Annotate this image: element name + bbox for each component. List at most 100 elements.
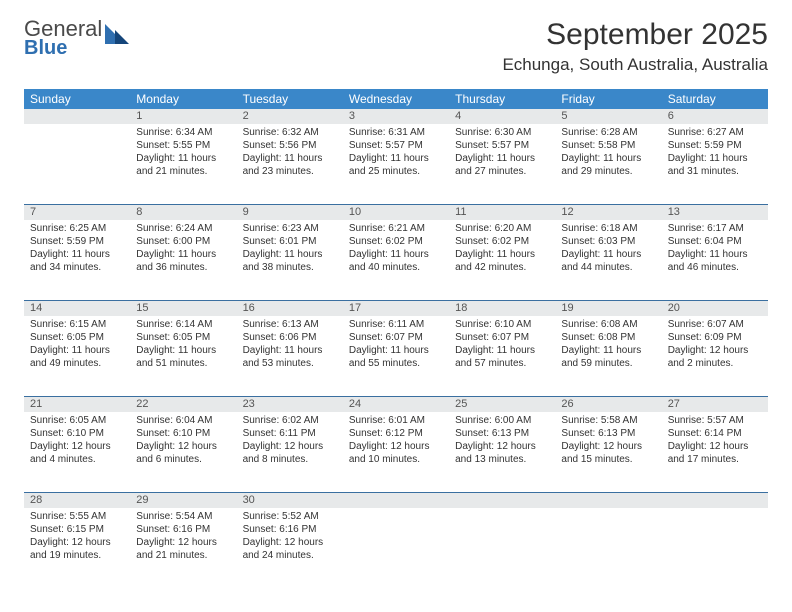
- day-cell: Sunrise: 6:32 AMSunset: 5:56 PMDaylight:…: [237, 124, 343, 204]
- daylight-text: Daylight: 11 hours and 46 minutes.: [668, 248, 762, 274]
- day-number: [662, 493, 768, 508]
- sunset-text: Sunset: 6:06 PM: [243, 331, 337, 344]
- day-cell: Sunrise: 6:15 AMSunset: 6:05 PMDaylight:…: [24, 316, 130, 396]
- daylight-text: Daylight: 11 hours and 34 minutes.: [30, 248, 124, 274]
- sunset-text: Sunset: 6:15 PM: [30, 523, 124, 536]
- day-number: 21: [24, 397, 130, 412]
- day-number: [555, 493, 661, 508]
- day-number: 5: [555, 109, 661, 124]
- daylight-text: Daylight: 11 hours and 25 minutes.: [349, 152, 443, 178]
- day-cell: Sunrise: 6:05 AMSunset: 6:10 PMDaylight:…: [24, 412, 130, 492]
- daylight-text: Daylight: 11 hours and 51 minutes.: [136, 344, 230, 370]
- daylight-text: Daylight: 12 hours and 15 minutes.: [561, 440, 655, 466]
- sunset-text: Sunset: 6:13 PM: [561, 427, 655, 440]
- week3-content: Sunrise: 6:15 AMSunset: 6:05 PMDaylight:…: [24, 316, 768, 396]
- dow-thursday: Thursday: [449, 89, 555, 109]
- day-cell: Sunrise: 6:24 AMSunset: 6:00 PMDaylight:…: [130, 220, 236, 300]
- day-number: 28: [24, 493, 130, 508]
- week4-content: Sunrise: 6:05 AMSunset: 6:10 PMDaylight:…: [24, 412, 768, 492]
- sunrise-text: Sunrise: 5:57 AM: [668, 414, 762, 427]
- dow-wednesday: Wednesday: [343, 89, 449, 109]
- day-cell: Sunrise: 6:34 AMSunset: 5:55 PMDaylight:…: [130, 124, 236, 204]
- sunset-text: Sunset: 5:59 PM: [30, 235, 124, 248]
- day-cell: [662, 508, 768, 588]
- sunrise-text: Sunrise: 6:31 AM: [349, 126, 443, 139]
- dow-monday: Monday: [130, 89, 236, 109]
- day-cell: Sunrise: 6:30 AMSunset: 5:57 PMDaylight:…: [449, 124, 555, 204]
- sunset-text: Sunset: 5:55 PM: [136, 139, 230, 152]
- sunrise-text: Sunrise: 6:05 AM: [30, 414, 124, 427]
- sunrise-text: Sunrise: 6:13 AM: [243, 318, 337, 331]
- sunset-text: Sunset: 5:56 PM: [243, 139, 337, 152]
- sunset-text: Sunset: 5:59 PM: [668, 139, 762, 152]
- sunrise-text: Sunrise: 6:17 AM: [668, 222, 762, 235]
- daylight-text: Daylight: 11 hours and 21 minutes.: [136, 152, 230, 178]
- sunrise-text: Sunrise: 6:02 AM: [243, 414, 337, 427]
- day-number: 22: [130, 397, 236, 412]
- day-cell: Sunrise: 5:52 AMSunset: 6:16 PMDaylight:…: [237, 508, 343, 588]
- daylight-text: Daylight: 11 hours and 55 minutes.: [349, 344, 443, 370]
- sunrise-text: Sunrise: 6:11 AM: [349, 318, 443, 331]
- daylight-text: Daylight: 11 hours and 44 minutes.: [561, 248, 655, 274]
- calendar: Sunday Monday Tuesday Wednesday Thursday…: [24, 89, 768, 588]
- day-number: 3: [343, 109, 449, 124]
- day-number: 27: [662, 397, 768, 412]
- sunrise-text: Sunrise: 6:08 AM: [561, 318, 655, 331]
- day-number: 11: [449, 205, 555, 220]
- page: General Blue September 2025 Echunga, Sou…: [0, 0, 792, 612]
- sunset-text: Sunset: 6:13 PM: [455, 427, 549, 440]
- sunset-text: Sunset: 6:08 PM: [561, 331, 655, 344]
- week4-daynums: 21 22 23 24 25 26 27: [24, 396, 768, 412]
- day-cell: Sunrise: 5:55 AMSunset: 6:15 PMDaylight:…: [24, 508, 130, 588]
- brand-secondary: Blue: [24, 38, 102, 58]
- day-number: 9: [237, 205, 343, 220]
- day-number: 23: [237, 397, 343, 412]
- daylight-text: Daylight: 12 hours and 17 minutes.: [668, 440, 762, 466]
- day-number: 13: [662, 205, 768, 220]
- daylight-text: Daylight: 11 hours and 59 minutes.: [561, 344, 655, 370]
- day-cell: Sunrise: 6:18 AMSunset: 6:03 PMDaylight:…: [555, 220, 661, 300]
- dow-saturday: Saturday: [662, 89, 768, 109]
- sunset-text: Sunset: 6:10 PM: [136, 427, 230, 440]
- brand-logo: General Blue: [24, 18, 131, 58]
- day-number: 8: [130, 205, 236, 220]
- daylight-text: Daylight: 12 hours and 6 minutes.: [136, 440, 230, 466]
- dow-sunday: Sunday: [24, 89, 130, 109]
- day-cell: Sunrise: 6:02 AMSunset: 6:11 PMDaylight:…: [237, 412, 343, 492]
- day-cell: Sunrise: 6:11 AMSunset: 6:07 PMDaylight:…: [343, 316, 449, 396]
- sunrise-text: Sunrise: 6:27 AM: [668, 126, 762, 139]
- day-number: 29: [130, 493, 236, 508]
- sunset-text: Sunset: 6:16 PM: [243, 523, 337, 536]
- week5-daynums: 28 29 30: [24, 492, 768, 508]
- sunset-text: Sunset: 6:16 PM: [136, 523, 230, 536]
- day-cell: Sunrise: 6:00 AMSunset: 6:13 PMDaylight:…: [449, 412, 555, 492]
- sunset-text: Sunset: 5:58 PM: [561, 139, 655, 152]
- day-number: 4: [449, 109, 555, 124]
- days-of-week-header: Sunday Monday Tuesday Wednesday Thursday…: [24, 89, 768, 109]
- day-number: 10: [343, 205, 449, 220]
- sunrise-text: Sunrise: 6:28 AM: [561, 126, 655, 139]
- day-number: 6: [662, 109, 768, 124]
- sunrise-text: Sunrise: 5:55 AM: [30, 510, 124, 523]
- day-number: 19: [555, 301, 661, 316]
- week2-daynums: 7 8 9 10 11 12 13: [24, 204, 768, 220]
- sunrise-text: Sunrise: 5:54 AM: [136, 510, 230, 523]
- daylight-text: Daylight: 12 hours and 4 minutes.: [30, 440, 124, 466]
- daylight-text: Daylight: 11 hours and 53 minutes.: [243, 344, 337, 370]
- day-cell: Sunrise: 6:13 AMSunset: 6:06 PMDaylight:…: [237, 316, 343, 396]
- day-number: 15: [130, 301, 236, 316]
- daylight-text: Daylight: 11 hours and 42 minutes.: [455, 248, 549, 274]
- day-number: [24, 109, 130, 124]
- day-cell: Sunrise: 6:10 AMSunset: 6:07 PMDaylight:…: [449, 316, 555, 396]
- daylight-text: Daylight: 12 hours and 21 minutes.: [136, 536, 230, 562]
- dow-tuesday: Tuesday: [237, 89, 343, 109]
- day-number: 1: [130, 109, 236, 124]
- daylight-text: Daylight: 11 hours and 38 minutes.: [243, 248, 337, 274]
- daylight-text: Daylight: 12 hours and 24 minutes.: [243, 536, 337, 562]
- daylight-text: Daylight: 11 hours and 36 minutes.: [136, 248, 230, 274]
- day-cell: Sunrise: 6:25 AMSunset: 5:59 PMDaylight:…: [24, 220, 130, 300]
- day-number: 12: [555, 205, 661, 220]
- day-number: 20: [662, 301, 768, 316]
- header: General Blue September 2025 Echunga, Sou…: [24, 18, 768, 75]
- sunrise-text: Sunrise: 6:10 AM: [455, 318, 549, 331]
